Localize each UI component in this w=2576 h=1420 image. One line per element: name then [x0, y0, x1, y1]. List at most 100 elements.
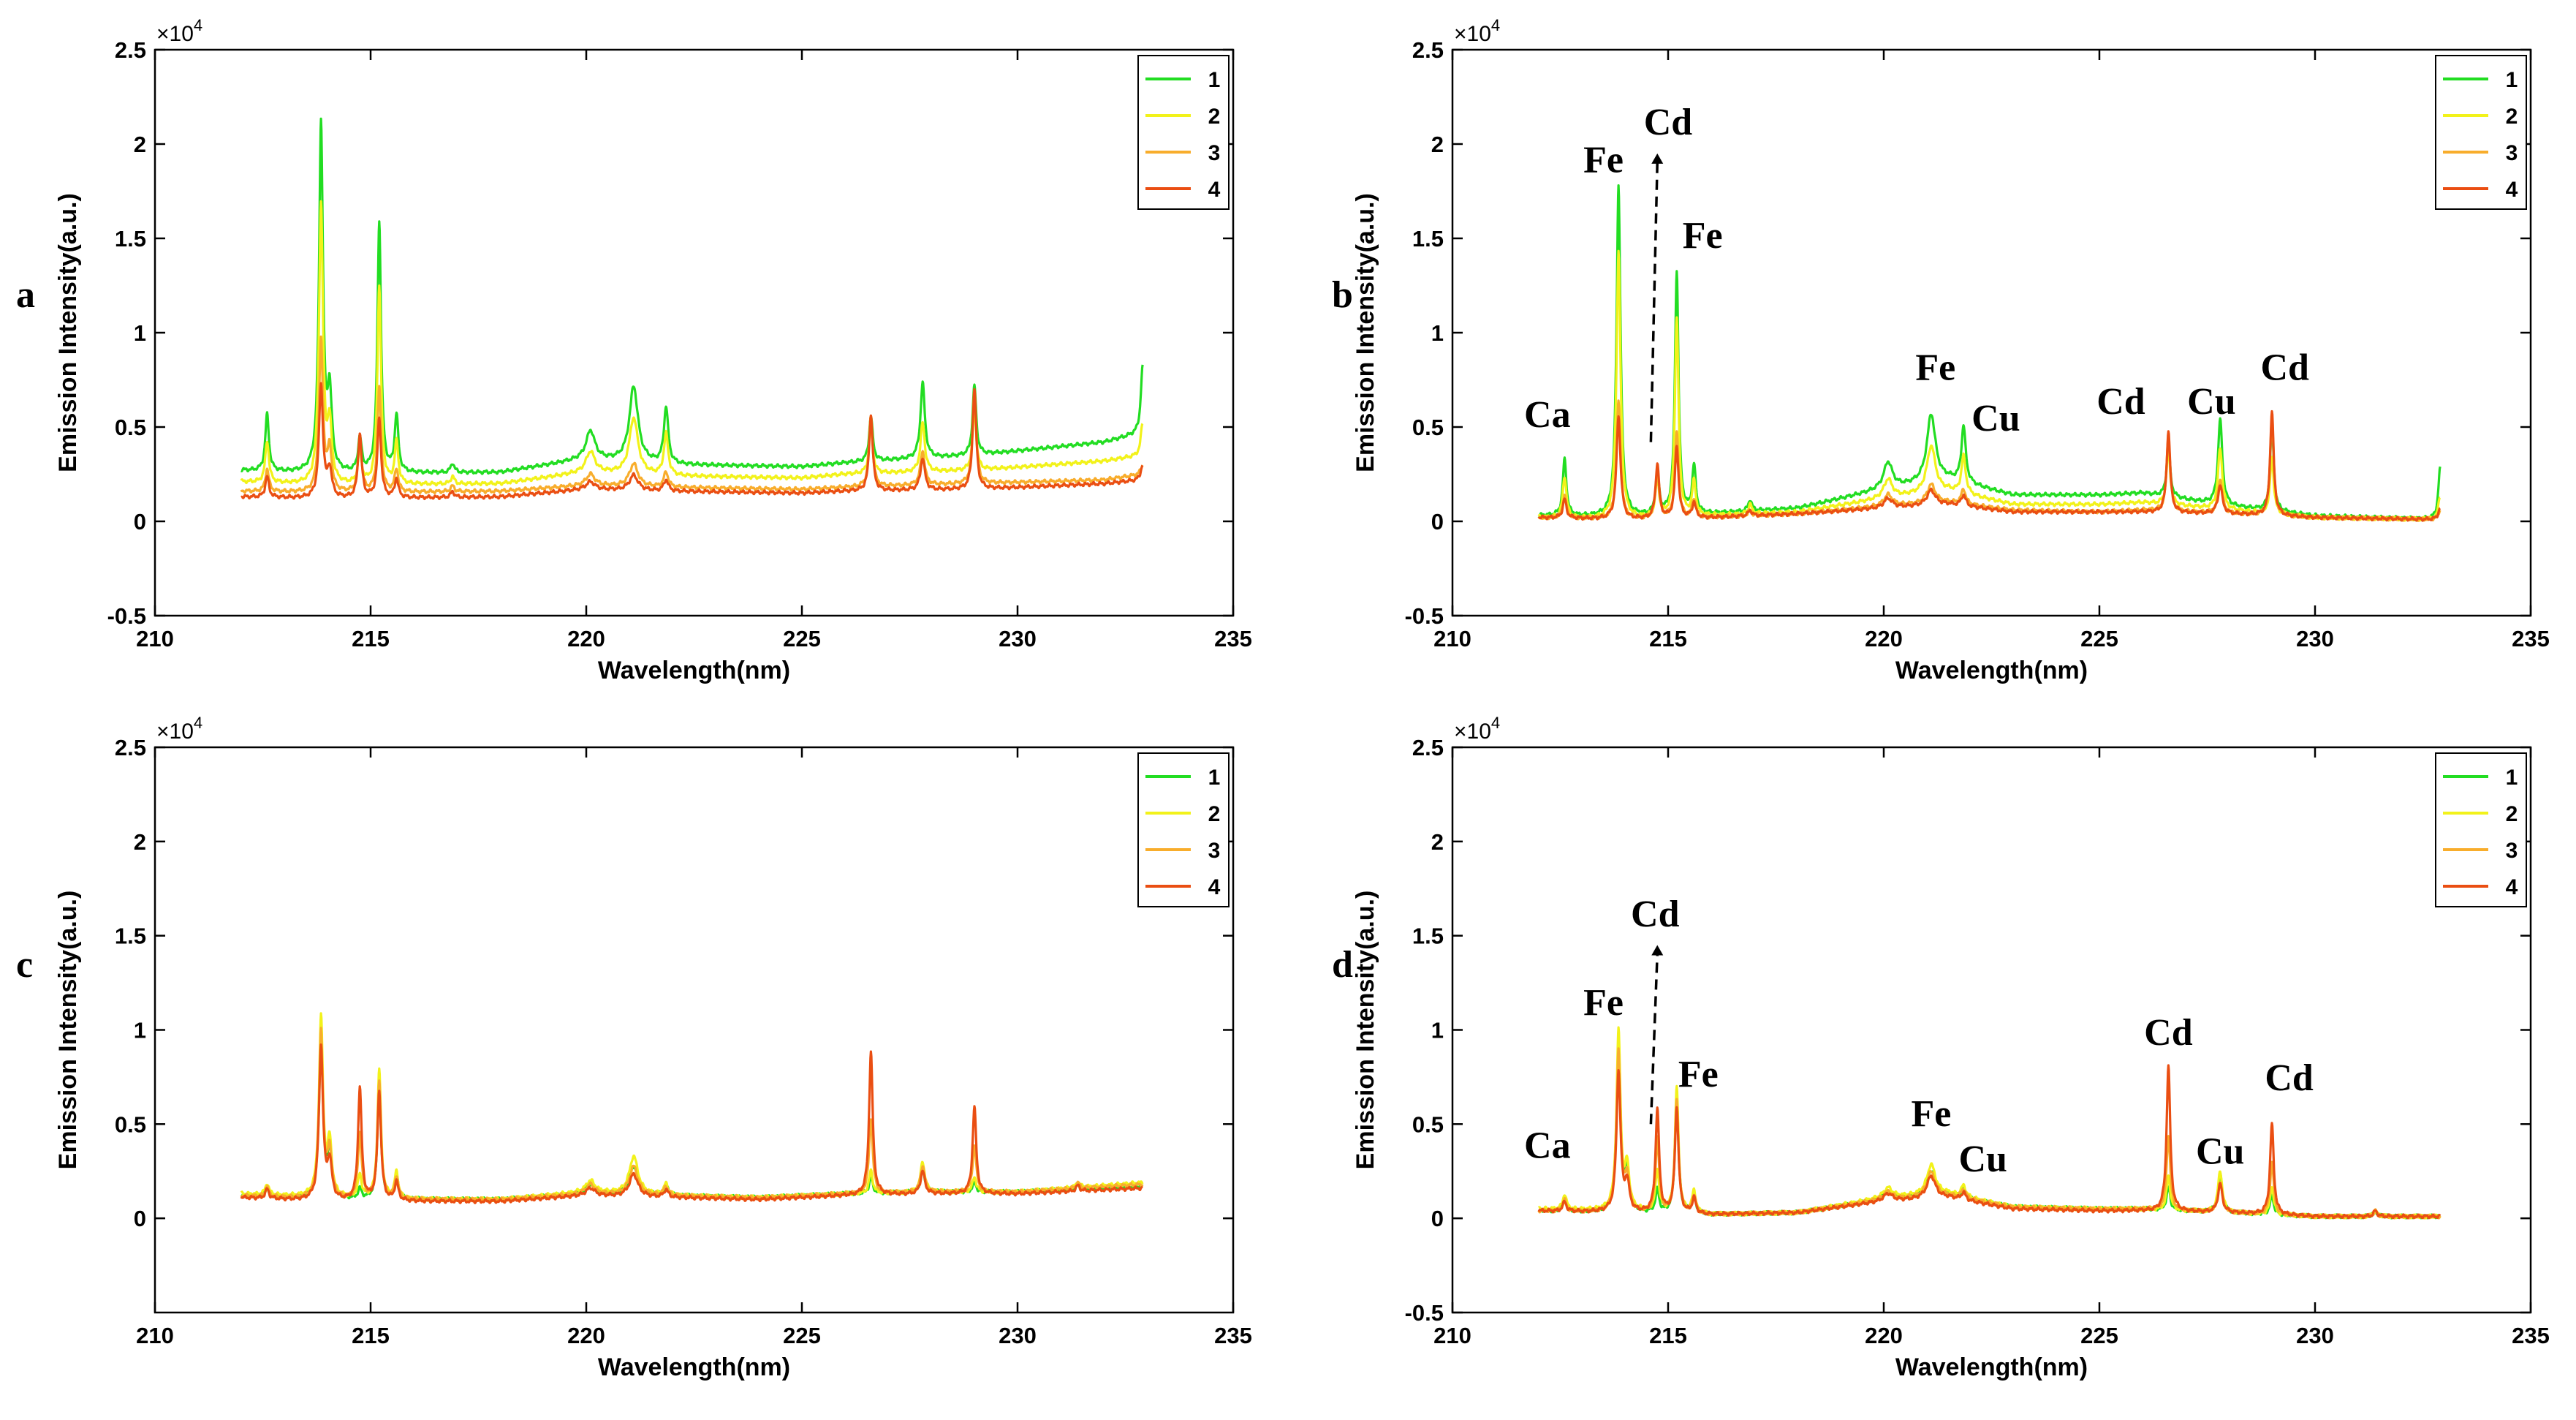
x-tick-label: 215: [352, 1323, 390, 1348]
peak-annotation: Cu: [2196, 1130, 2244, 1172]
legend: 1 2 3 4: [2435, 752, 2527, 907]
peak-annotation: Cu: [2187, 381, 2235, 423]
legend-box: [1137, 752, 1230, 907]
series-line-2: [240, 200, 1144, 487]
y-tick-label: 1.5: [115, 924, 146, 949]
legend-entry: 2: [2506, 105, 2518, 129]
y-tick-label: 0: [1431, 1206, 1444, 1231]
peak-annotation: Fe: [1583, 140, 1624, 181]
series-line-1: [240, 117, 1144, 475]
legend-entry: 4: [2506, 178, 2518, 202]
series-line-4: [240, 382, 1144, 500]
peak-annotation: Fe: [1915, 347, 1955, 389]
legend-entry: 1: [1208, 68, 1221, 92]
y-tick-label: 1: [134, 320, 146, 346]
x-tick-label: 235: [1214, 626, 1252, 652]
series-line-3: [240, 335, 1144, 494]
y-exponent-sup: 4: [1491, 714, 1500, 732]
x-tick-label: 235: [2512, 626, 2550, 652]
x-tick-label: 235: [1214, 1323, 1252, 1348]
peak-annotation: Fe: [1683, 215, 1723, 257]
legend-entry: 3: [1208, 839, 1221, 863]
y-exponent-sup: 4: [194, 16, 202, 34]
x-tick-label: 230: [999, 1323, 1037, 1348]
x-axis-title: Wavelength(nm): [598, 1353, 790, 1381]
series-line-4: [1537, 1064, 2441, 1220]
peak-annotation: Ca: [1524, 1125, 1571, 1167]
y-axis-title: Emission Intensity(a.u.): [54, 891, 82, 1170]
y-tick-label: -0.5: [1405, 603, 1444, 629]
series-line-3: [240, 1027, 1144, 1203]
x-tick-label: 225: [783, 626, 821, 652]
peak-annotation: Cd: [2096, 381, 2145, 423]
legend-entry: 4: [1208, 178, 1221, 202]
y-axis-title: Emission Intensity(a.u.): [54, 193, 82, 472]
legend-entry: 2: [1208, 802, 1221, 826]
legend-entry: 3: [2506, 839, 2518, 863]
legend-box: [1137, 55, 1230, 210]
y-tick-label: 1.5: [115, 226, 146, 252]
x-axis-title: Wavelength(nm): [1895, 657, 2088, 684]
x-tick-label: 215: [1649, 1323, 1687, 1348]
x-tick-label: 210: [136, 1323, 174, 1348]
legend-entry: 4: [2506, 875, 2518, 899]
panel-label: b: [1332, 274, 1353, 316]
panel-b: 210 215 220 225 230 235-0.500.511.522.5×104Wa…: [1332, 16, 2550, 684]
x-tick-label: 220: [567, 1323, 605, 1348]
peak-annotation: Cu: [1958, 1138, 2007, 1180]
x-tick-label: 230: [2296, 1323, 2334, 1348]
x-tick-label: 220: [1865, 1323, 1903, 1348]
series-group: [240, 117, 1144, 500]
y-tick-label: -0.5: [1405, 1300, 1444, 1326]
x-tick-label: 225: [2080, 1323, 2118, 1348]
y-tick-label: 1.5: [1412, 226, 1444, 252]
legend-entry: 1: [2506, 68, 2518, 92]
legend-entry: 3: [1208, 141, 1221, 165]
legend-entry: 1: [2506, 766, 2518, 790]
y-tick-label: 2.5: [1412, 735, 1444, 760]
x-tick-label: 210: [1433, 626, 1471, 652]
x-tick-label: 220: [567, 626, 605, 652]
peak-annotation: Fe: [1583, 982, 1624, 1024]
legend-box: [2435, 55, 2527, 210]
peak-annotation: Cd: [2265, 1057, 2314, 1099]
legend: 1 2 3 4: [2435, 55, 2527, 210]
panel-d: 210 215 220 225 230 235-0.500.511.522.5×104Wa…: [1332, 714, 2550, 1381]
legend-entry: 2: [2506, 802, 2518, 826]
legend: 1 2 3 4: [1137, 55, 1230, 210]
peak-annotation: Cu: [1971, 398, 2020, 439]
peak-annotation: Ca: [1524, 394, 1571, 436]
x-tick-label: 210: [136, 626, 174, 652]
y-tick-label: 1: [1431, 320, 1444, 346]
y-tick-label: 0: [1431, 509, 1444, 535]
x-tick-label: 230: [2296, 626, 2334, 652]
series-line-4: [240, 1043, 1144, 1204]
cd-arrow-shaft: [1649, 953, 1659, 1125]
peak-annotation: Cd: [1644, 102, 1693, 143]
series-line-4: [1537, 409, 2441, 522]
legend-entry: 4: [1208, 875, 1221, 899]
panel-label: d: [1332, 944, 1353, 986]
y-tick-label: 0: [134, 509, 146, 535]
y-tick-label: 2: [134, 132, 146, 157]
peak-annotation: Fe: [1678, 1054, 1719, 1095]
legend-entry: 2: [1208, 105, 1221, 129]
y-exponent-sup: 4: [1491, 16, 1500, 34]
x-tick-label: 215: [1649, 626, 1687, 652]
y-tick-label: 2: [1431, 132, 1444, 157]
series-group: [240, 1012, 1144, 1204]
y-tick-label: 0.5: [115, 1111, 146, 1137]
panel-label: c: [16, 944, 33, 986]
y-exponent-sup: 4: [194, 714, 202, 732]
x-tick-label: 215: [352, 626, 390, 652]
legend-entry: 3: [2506, 141, 2518, 165]
y-tick-label: 0.5: [1412, 415, 1444, 440]
y-tick-label: 2.5: [115, 735, 146, 760]
x-axis-title: Wavelength(nm): [598, 657, 790, 684]
series-group: [1537, 184, 2441, 522]
y-axis-title: Emission Intensity(a.u.): [1352, 891, 1379, 1170]
x-tick-label: 210: [1433, 1323, 1471, 1348]
y-tick-label: 2: [134, 829, 146, 855]
